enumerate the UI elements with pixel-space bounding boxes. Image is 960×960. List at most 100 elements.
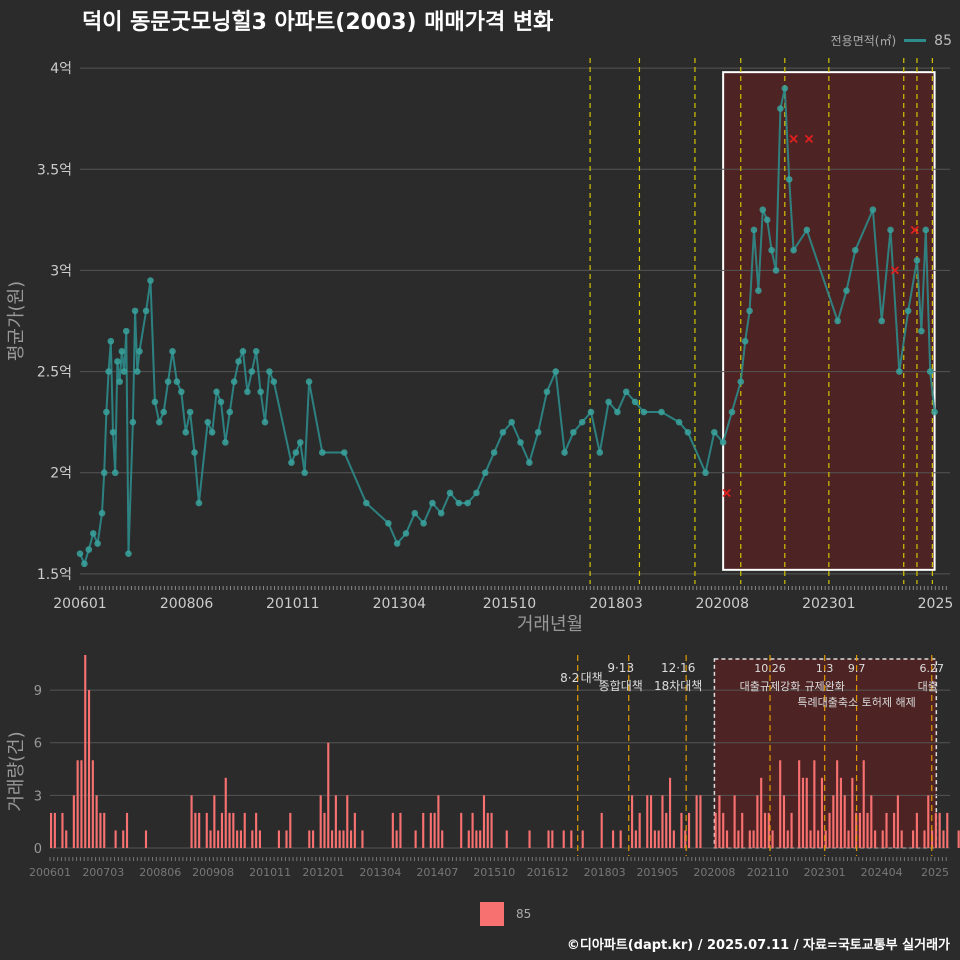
volume-bar: [122, 830, 125, 848]
volume-bar: [832, 795, 835, 848]
price-point: [481, 469, 489, 477]
volume-bar: [460, 812, 463, 848]
policy-date: 12·16: [661, 661, 695, 675]
cancelled-mark: [910, 225, 919, 235]
x-tick-label-bottom: 201201: [302, 866, 344, 879]
price-point: [755, 287, 762, 294]
cancelled-mark: [804, 134, 814, 144]
x-tick-label: 201304: [373, 596, 427, 612]
volume-bar: [957, 830, 960, 848]
volume-bar: [437, 795, 440, 848]
volume-bar: [786, 830, 789, 848]
volume-bar: [779, 760, 782, 848]
price-point: [728, 408, 736, 416]
price-point: [420, 520, 427, 527]
volume-bar: [319, 795, 322, 848]
price-point: [195, 499, 203, 507]
x-tick-label-bottom: 201011: [249, 866, 291, 879]
y-axis-title: 평균가(원): [6, 281, 27, 361]
price-point: [81, 560, 88, 568]
volume-bar: [76, 760, 79, 848]
volume-bar: [927, 795, 930, 848]
volume-bar: [874, 830, 877, 848]
price-point: [526, 459, 533, 466]
cancelled-mark: [789, 134, 798, 144]
volume-bar: [790, 812, 793, 848]
legend-bottom-value: 85: [516, 907, 532, 921]
policy-date: 10.26: [754, 662, 786, 675]
volume-bar: [80, 760, 83, 848]
volume-bar: [650, 795, 653, 848]
volume-bar: [482, 795, 486, 848]
volume-bar: [205, 812, 208, 848]
y-tick-label: 2.5억: [37, 365, 72, 381]
volume-bar: [942, 830, 945, 848]
y-tick-label: 2억: [50, 466, 72, 482]
volume-bar: [327, 742, 330, 848]
price-point: [363, 499, 370, 507]
cancelled-mark: [890, 266, 900, 275]
volume-bar: [684, 830, 687, 848]
price-point: [239, 348, 247, 355]
x-tick-label-bottom: 201407: [416, 866, 458, 879]
price-point: [257, 388, 264, 396]
price-point: [213, 388, 220, 396]
price-point: [186, 408, 194, 416]
volume-bar: [91, 760, 94, 848]
x-tick-label: 201803: [589, 596, 642, 612]
volume-bar: [760, 777, 763, 848]
price-point: [111, 469, 119, 477]
y-tick-label: 4억: [50, 61, 72, 77]
price-point: [173, 378, 181, 385]
volume-bar: [342, 830, 345, 848]
volume-bar: [243, 812, 246, 848]
volume-bar: [752, 830, 755, 848]
price-point: [248, 368, 256, 375]
price-point: [341, 449, 348, 456]
volume-bar: [429, 812, 432, 848]
volume-bar: [661, 795, 664, 848]
volume-bar: [893, 812, 896, 848]
policy-label: 18차대책: [654, 678, 702, 693]
price-point: [552, 368, 560, 375]
volume-bar: [737, 830, 740, 848]
volume-bar: [634, 830, 637, 848]
price-point: [402, 530, 410, 537]
volume-bar: [733, 795, 736, 848]
volume-bar: [771, 830, 774, 848]
volume-bar: [839, 777, 843, 848]
volume-bar: [346, 795, 349, 848]
volume-bar: [547, 830, 550, 848]
price-point: [118, 348, 126, 355]
volume-bar: [285, 830, 288, 848]
legend-top-value: 85: [934, 32, 952, 49]
x-tick-label-bottom: 200601: [29, 866, 71, 879]
price-point: [918, 327, 925, 335]
price-point: [446, 489, 454, 497]
volume-bar: [87, 690, 91, 848]
volume-bar: [194, 812, 197, 848]
price-point: [76, 550, 84, 557]
volume-bar: [938, 812, 941, 848]
chart-title: 덕이 동문굿모닝힐3 아파트(2003) 매매가격 변화: [82, 10, 554, 35]
volume-bar: [900, 830, 903, 848]
volume-bar: [646, 795, 649, 848]
price-point: [107, 337, 115, 345]
volume-bar: [631, 795, 634, 848]
volume-bar: [915, 812, 918, 848]
volume-bar: [441, 830, 444, 848]
volume-bar: [748, 830, 751, 848]
volume-bar: [934, 812, 937, 848]
price-point: [105, 368, 112, 375]
price-point: [142, 307, 150, 315]
x-tick-label: 200806: [160, 596, 214, 612]
policy-date: 8·2: [560, 671, 579, 685]
volume-bar: [433, 812, 436, 848]
price-point: [702, 469, 709, 477]
price-point: [393, 540, 401, 547]
y-tick-label-bottom: 9: [34, 684, 42, 699]
volume-bar: [422, 812, 425, 848]
price-point: [499, 428, 507, 436]
price-point: [235, 358, 242, 365]
